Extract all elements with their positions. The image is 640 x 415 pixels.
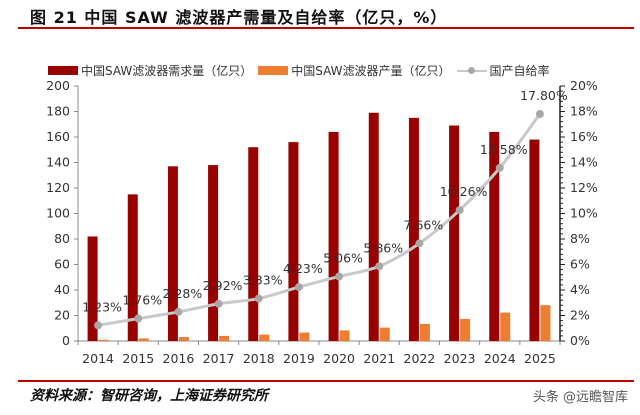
rate-marker — [254, 294, 263, 303]
production-bar — [540, 305, 551, 341]
x-tick-label: 2016 — [163, 351, 195, 366]
rate-marker — [495, 163, 504, 172]
right-tick-label: 4% — [570, 282, 590, 297]
demand-bar — [368, 112, 379, 342]
right-tick-label: 18% — [570, 104, 598, 119]
rate-data-label: 5.86% — [363, 240, 403, 255]
legend-item-rate: 国产自给率 — [456, 62, 550, 79]
x-tick-label: 2021 — [363, 351, 395, 366]
rate-data-label: 7.66% — [404, 217, 444, 232]
x-tick-label: 2018 — [243, 351, 275, 366]
rate-marker — [134, 314, 143, 323]
left-tick-label: 20 — [54, 308, 70, 323]
production-bar — [460, 318, 471, 341]
legend: 中国SAW滤波器需求量（亿只） 中国SAW滤波器产量（亿只） 国产自给率 — [48, 62, 556, 79]
source-note: 资料来源：智研咨询，上海证券研究所 — [30, 388, 268, 404]
right-tick-label: 20% — [570, 78, 598, 93]
left-tick-label: 40 — [54, 282, 70, 297]
left-tick-label: 200 — [46, 78, 70, 93]
x-tick-label: 2020 — [323, 351, 355, 366]
rate-data-label: 3.33% — [243, 273, 283, 288]
right-tick-label: 0% — [570, 333, 590, 348]
rate-data-label: 2.92% — [203, 278, 243, 293]
x-tick-label: 2023 — [444, 351, 476, 366]
demand-bar — [87, 236, 98, 341]
right-tick-label: 8% — [570, 231, 590, 246]
production-bar — [500, 312, 511, 341]
x-tick-label: 2022 — [404, 351, 436, 366]
left-tick-label: 80 — [54, 231, 70, 246]
legend-item-production: 中国SAW滤波器产量（亿只） — [258, 62, 451, 79]
legend-label-production: 中国SAW滤波器产量（亿只） — [291, 64, 451, 78]
demand-bar — [248, 147, 259, 341]
rate-data-label: 4.23% — [283, 261, 323, 276]
production-bar — [259, 334, 270, 341]
left-tick-label: 60 — [54, 257, 70, 272]
right-tick-label: 10% — [570, 206, 598, 221]
rate-marker — [535, 110, 544, 119]
rate-marker — [174, 307, 183, 316]
rate-marker — [375, 262, 384, 271]
rate-marker — [335, 272, 344, 281]
legend-label-demand: 中国SAW滤波器需求量（亿只） — [81, 64, 253, 78]
right-tick-label: 16% — [570, 129, 598, 144]
rate-data-label: 1.76% — [122, 293, 162, 308]
chart-title: 图 21 中国 SAW 滤波器产需量及自给率（亿只，%） — [30, 8, 448, 27]
right-tick-label: 2% — [570, 308, 590, 323]
production-bar — [98, 339, 109, 341]
rate-marker — [214, 299, 223, 308]
rate-data-label: 1.23% — [82, 299, 122, 314]
legend-swatch-production — [258, 66, 289, 75]
production-bar — [138, 338, 149, 341]
x-tick-label: 2014 — [82, 351, 114, 366]
rate-data-label: 13.58% — [480, 142, 528, 157]
rate-marker — [415, 239, 424, 248]
production-bar — [219, 335, 230, 341]
title-divider — [18, 27, 634, 29]
x-tick-label: 2017 — [203, 351, 235, 366]
rate-data-label: 17.80% — [520, 88, 568, 103]
production-bar — [178, 337, 189, 341]
demand-bar — [489, 131, 500, 341]
x-tick-label: 2024 — [484, 351, 516, 366]
production-bar — [299, 332, 310, 341]
left-tick-label: 120 — [46, 180, 70, 195]
right-tick-label: 14% — [570, 155, 598, 170]
x-tick-label: 2015 — [122, 351, 154, 366]
production-bar — [419, 323, 430, 341]
rate-data-label: 5.06% — [323, 250, 363, 265]
rate-data-label: 2.28% — [163, 286, 203, 301]
rate-data-label: 10.26% — [440, 184, 488, 199]
demand-bar — [208, 165, 219, 341]
left-tick-label: 160 — [46, 129, 70, 144]
production-bar — [339, 330, 350, 341]
legend-label-rate: 国产自给率 — [489, 64, 550, 78]
x-tick-label: 2019 — [283, 351, 315, 366]
rate-marker — [294, 283, 303, 292]
right-tick-label: 12% — [570, 180, 598, 195]
legend-swatch-demand — [48, 66, 78, 75]
demand-bar — [127, 194, 138, 341]
right-tick-label: 6% — [570, 257, 590, 272]
source-divider — [18, 380, 634, 382]
rate-marker — [94, 321, 103, 330]
left-tick-label: 100 — [46, 206, 70, 221]
demand-bar — [529, 139, 540, 341]
left-tick-label: 140 — [46, 155, 70, 170]
demand-bar — [288, 142, 299, 341]
rate-marker — [455, 206, 464, 215]
demand-bar — [449, 125, 460, 342]
legend-item-demand: 中国SAW滤波器需求量（亿只） — [48, 62, 252, 79]
production-bar — [379, 327, 390, 341]
demand-bar — [408, 117, 419, 341]
demand-bar — [328, 131, 339, 341]
legend-swatch-rate — [456, 66, 487, 75]
watermark: 头条 @远瞻智库 — [532, 390, 628, 405]
left-tick-label: 0 — [62, 333, 70, 348]
x-tick-label: 2025 — [524, 351, 556, 366]
demand-bar — [167, 166, 178, 341]
left-tick-label: 180 — [46, 104, 70, 119]
